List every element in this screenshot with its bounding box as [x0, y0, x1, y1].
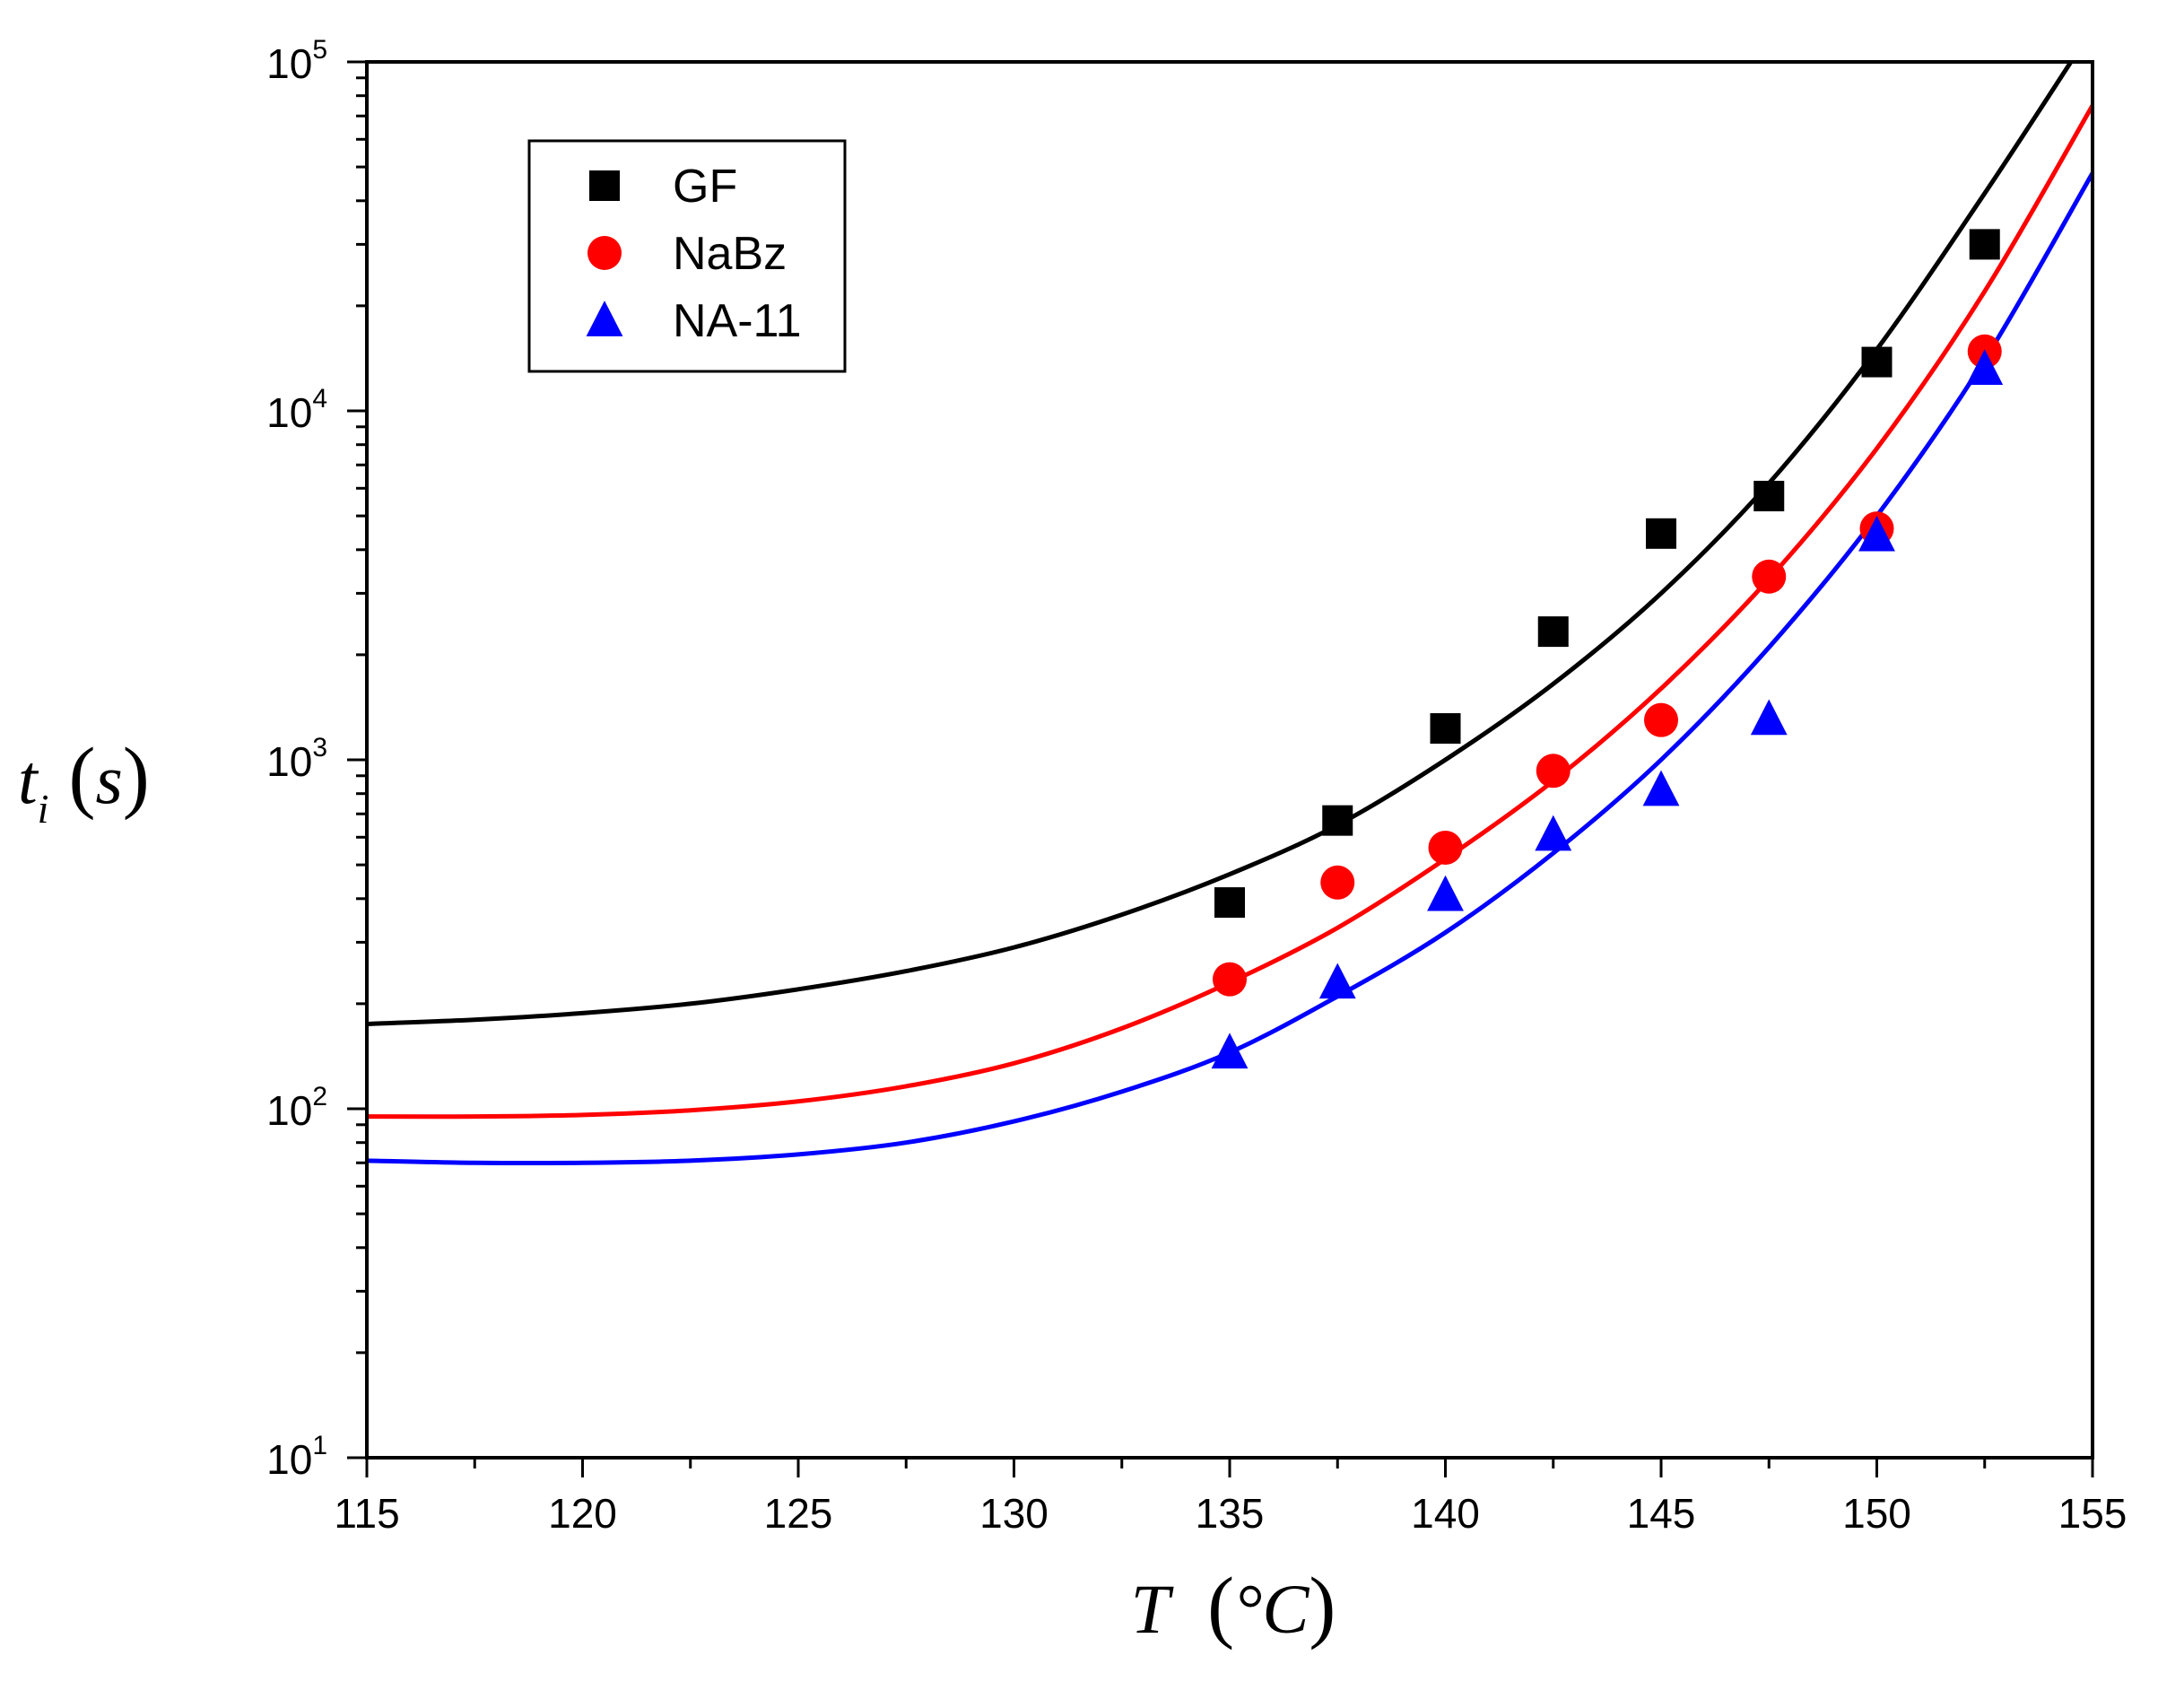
- x-tick-label: 120: [548, 1490, 617, 1537]
- data-point-na-11: [1318, 963, 1356, 999]
- y-tick-exponent: 3: [312, 733, 327, 762]
- data-point-gf: [1969, 229, 2000, 260]
- y-tick-exponent: 5: [312, 35, 327, 65]
- legend-label-na-11: NA-11: [673, 295, 802, 347]
- y-tick-base: 10: [266, 1436, 312, 1483]
- data-point-gf: [1214, 887, 1245, 919]
- y-tick-label: 105: [266, 35, 327, 87]
- data-point-na-11: [1858, 515, 1895, 552]
- y-tick-label: 102: [266, 1082, 327, 1134]
- data-point-na-11: [1750, 699, 1788, 736]
- y-axis-unit: s: [95, 740, 122, 818]
- x-tick-label: 135: [1196, 1490, 1265, 1537]
- fit-line-gf: [367, 62, 2074, 1026]
- data-point-nabz: [1752, 559, 1787, 594]
- data-points: [1211, 229, 2004, 1069]
- data-point-na-11: [1535, 815, 1572, 851]
- y-tick-label: 103: [266, 733, 327, 785]
- data-point-gf: [1430, 713, 1461, 745]
- fit-curves: [367, 62, 2093, 1166]
- data-point-nabz: [1428, 830, 1463, 865]
- data-point-nabz: [1213, 962, 1247, 997]
- y-tick-exponent: 1: [312, 1431, 327, 1460]
- data-point-na-11: [1427, 875, 1464, 911]
- x-tick-label: 155: [2058, 1490, 2128, 1537]
- legend: GF NaBz NA-11: [527, 139, 847, 373]
- data-point-nabz: [1644, 702, 1678, 737]
- data-point-gf: [1537, 616, 1569, 648]
- x-tick-label: 115: [334, 1490, 399, 1537]
- y-tick-exponent: 4: [312, 384, 327, 414]
- x-tick-labels: 115 120 125 130 135 140 145 150 155: [334, 1490, 2127, 1537]
- data-point-gf: [1753, 480, 1785, 511]
- y-tick-exponent: 2: [312, 1082, 327, 1111]
- y-tick-base: 10: [266, 738, 312, 785]
- data-point-gf: [1861, 346, 1893, 378]
- data-point-nabz: [1320, 865, 1355, 900]
- legend-marker-nabz: [587, 236, 622, 270]
- x-axis-unit: °C: [1234, 1570, 1310, 1648]
- legend-label-gf: GF: [673, 161, 737, 213]
- legend-marker-na-11: [586, 301, 623, 336]
- legend-label-nabz: NaBz: [673, 228, 787, 280]
- data-point-na-11: [1211, 1033, 1249, 1069]
- y-tick-base: 10: [266, 389, 312, 436]
- x-tick-label: 140: [1411, 1490, 1480, 1537]
- y-tick-base: 10: [266, 1087, 312, 1134]
- y-axis-subscript: i: [38, 786, 49, 832]
- data-point-gf: [1322, 805, 1353, 836]
- x-tick-label: 130: [979, 1490, 1049, 1537]
- legend-box: [527, 139, 847, 373]
- y-axis-symbol: t: [18, 740, 39, 818]
- y-tick-label: 104: [266, 384, 327, 436]
- fit-line-na-11: [367, 171, 2093, 1166]
- y-tick-base: 10: [266, 40, 312, 87]
- x-axis-symbol: T: [1131, 1570, 1174, 1648]
- data-point-na-11: [1966, 349, 2004, 385]
- plot-frame: [365, 60, 2094, 1460]
- fit-line-nabz: [367, 104, 2093, 1120]
- y-axis-title: ti (s): [18, 732, 150, 832]
- data-point-nabz: [1536, 754, 1571, 789]
- y-tick-label: 101: [266, 1431, 327, 1483]
- data-point-na-11: [1642, 770, 1680, 806]
- x-tick-label: 150: [1842, 1490, 1911, 1537]
- x-tick-label: 145: [1627, 1490, 1696, 1537]
- x-axis-title: T (°C): [1131, 1562, 1336, 1651]
- x-tick-label: 125: [764, 1490, 833, 1537]
- data-point-gf: [1646, 518, 1676, 549]
- legend-marker-gf: [589, 170, 620, 201]
